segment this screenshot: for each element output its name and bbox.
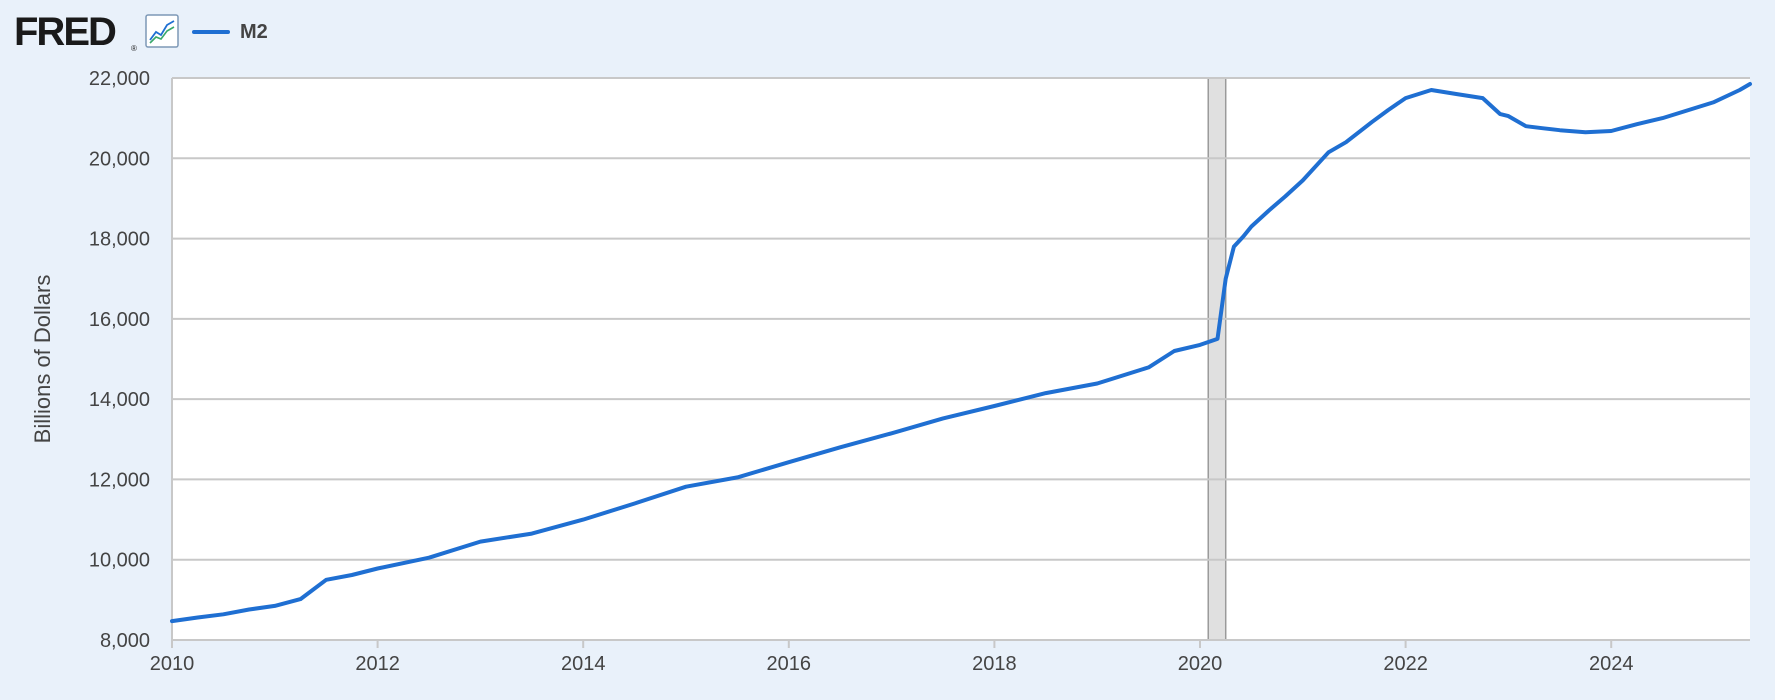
y-tick-label: 22,000 [89,68,150,90]
x-tick-label: 2018 [972,653,1017,675]
x-tick-label: 2014 [561,653,606,675]
plot-area [172,78,1750,640]
y-tick-label: 12,000 [89,469,150,491]
x-tick-label: 2024 [1589,653,1634,675]
y-tick-label: 10,000 [89,550,150,572]
x-tick-label: 2020 [1178,653,1223,675]
y-tick-label: 18,000 [89,229,150,251]
chart-header: FRED ® M2 [0,0,1775,64]
y-axis-title: Billions of Dollars [30,275,55,444]
series-line-m2 [170,82,1752,624]
recession-shading [1207,77,1227,641]
registered-mark: ® [131,44,137,53]
y-tick-label: 8,000 [100,630,150,652]
x-tick-label: 2016 [767,653,812,675]
y-tick-label: 14,000 [89,389,150,411]
y-tick-label: 20,000 [89,148,150,170]
line-chart-icon[interactable] [145,14,179,48]
y-tick-label: 16,000 [89,309,150,331]
legend-swatch [192,30,230,34]
x-tick-label: 2012 [355,653,400,675]
legend[interactable]: M2 [192,20,268,44]
x-tick-label: 2010 [150,653,195,675]
x-tick-label: 2022 [1383,653,1428,675]
fred-logo[interactable]: FRED [14,10,117,54]
legend-label: M2 [240,20,268,43]
